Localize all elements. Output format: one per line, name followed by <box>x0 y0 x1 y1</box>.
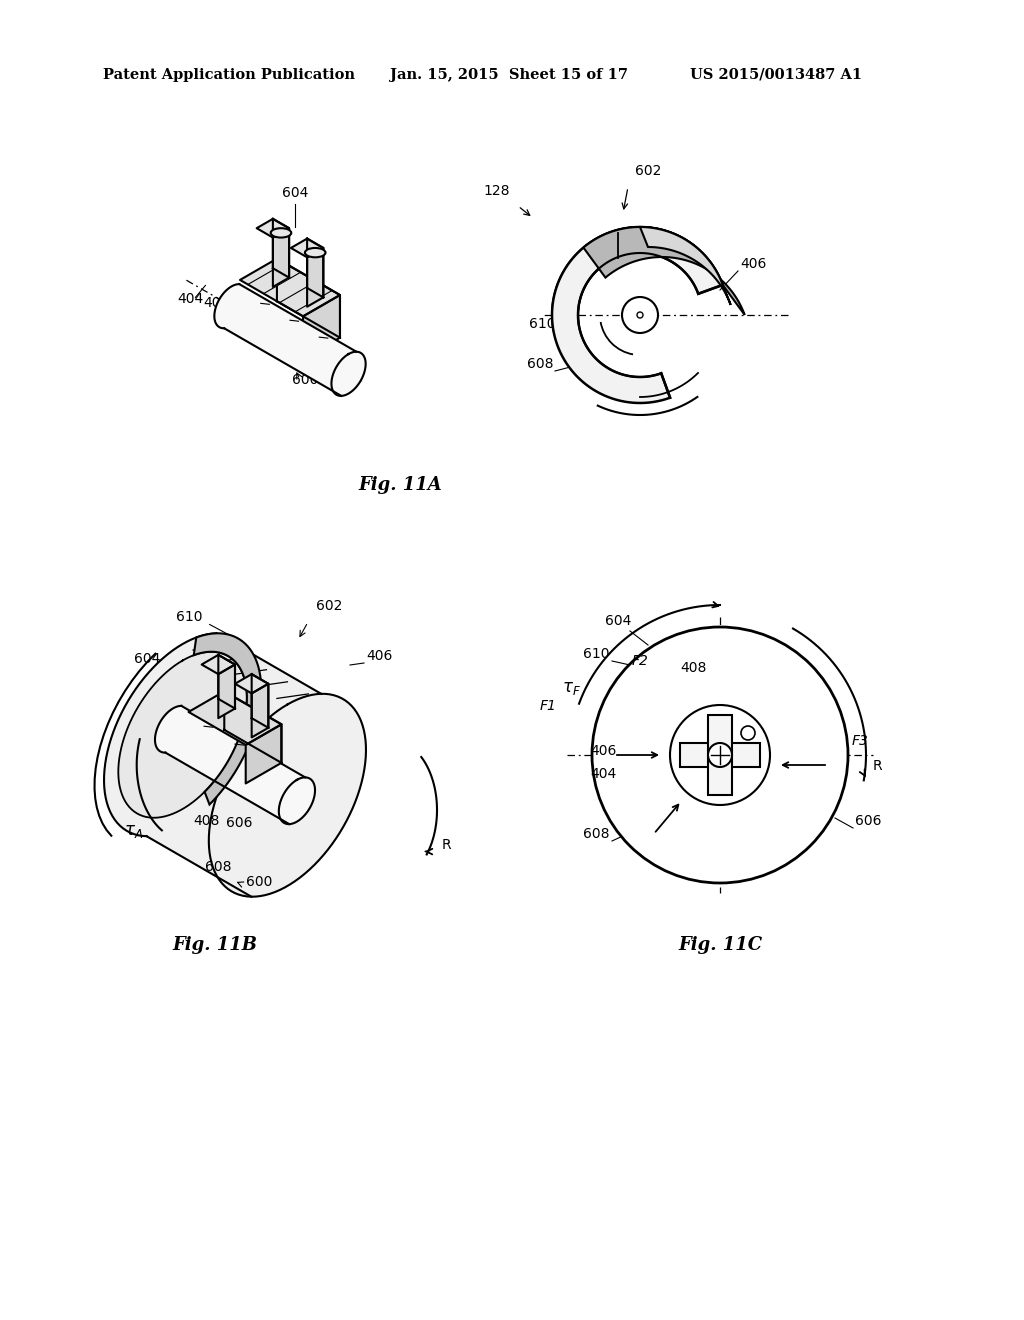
Text: 610: 610 <box>528 317 555 331</box>
Text: F1: F1 <box>540 700 556 713</box>
Polygon shape <box>272 228 289 286</box>
Polygon shape <box>104 634 322 896</box>
Polygon shape <box>276 259 340 338</box>
Circle shape <box>670 705 770 805</box>
Text: 610: 610 <box>584 647 610 661</box>
Circle shape <box>637 312 643 318</box>
Polygon shape <box>552 227 696 330</box>
Polygon shape <box>218 664 234 718</box>
Text: US 2015/0013487 A1: US 2015/0013487 A1 <box>690 69 862 82</box>
Polygon shape <box>246 725 282 784</box>
Text: 600: 600 <box>292 374 318 387</box>
Polygon shape <box>188 692 282 744</box>
Text: 404: 404 <box>177 293 204 306</box>
Polygon shape <box>155 706 305 824</box>
Polygon shape <box>640 227 731 305</box>
Polygon shape <box>257 219 289 238</box>
Polygon shape <box>303 296 340 359</box>
Text: Fig. 11C: Fig. 11C <box>678 936 762 954</box>
Text: 610: 610 <box>176 610 203 624</box>
Polygon shape <box>291 239 324 257</box>
Text: Jan. 15, 2015  Sheet 15 of 17: Jan. 15, 2015 Sheet 15 of 17 <box>390 69 628 82</box>
Text: $\tau_A$: $\tau_A$ <box>124 822 143 841</box>
Text: Fig. 11A: Fig. 11A <box>358 477 442 494</box>
Polygon shape <box>194 634 261 804</box>
Polygon shape <box>202 655 234 675</box>
Ellipse shape <box>270 228 291 238</box>
Polygon shape <box>218 655 234 709</box>
Text: F2: F2 <box>632 653 648 668</box>
Polygon shape <box>214 284 356 396</box>
Text: 404: 404 <box>591 767 617 781</box>
Circle shape <box>741 726 755 741</box>
Text: R: R <box>873 759 883 774</box>
Circle shape <box>708 743 732 767</box>
Text: 406: 406 <box>591 744 617 758</box>
Polygon shape <box>252 675 268 727</box>
Polygon shape <box>224 692 282 763</box>
Text: 408: 408 <box>193 813 219 828</box>
Ellipse shape <box>305 248 326 257</box>
Text: 602: 602 <box>635 164 662 178</box>
Text: 604: 604 <box>282 186 308 201</box>
Text: 408: 408 <box>203 296 229 309</box>
Polygon shape <box>307 239 324 297</box>
Text: 606: 606 <box>226 816 253 830</box>
Text: Fig. 11B: Fig. 11B <box>172 936 257 954</box>
Text: 406: 406 <box>740 257 766 271</box>
Text: $\tau_F$: $\tau_F$ <box>561 678 581 697</box>
Polygon shape <box>708 715 732 795</box>
Text: 408: 408 <box>680 661 707 675</box>
Text: Patent Application Publication: Patent Application Publication <box>103 69 355 82</box>
Polygon shape <box>307 248 324 306</box>
Polygon shape <box>119 652 247 818</box>
Polygon shape <box>240 259 340 317</box>
Text: R: R <box>442 838 452 853</box>
Polygon shape <box>584 227 744 315</box>
Text: 600: 600 <box>246 875 272 888</box>
Polygon shape <box>252 684 268 738</box>
Text: 128: 128 <box>483 183 510 198</box>
Text: 608: 608 <box>584 828 610 841</box>
Text: 606: 606 <box>335 368 361 381</box>
Polygon shape <box>279 777 315 824</box>
Polygon shape <box>552 227 723 403</box>
Circle shape <box>592 627 848 883</box>
Circle shape <box>622 297 658 333</box>
Text: 604: 604 <box>134 652 161 665</box>
Text: 406: 406 <box>366 649 392 663</box>
Text: 404: 404 <box>132 714 159 729</box>
Text: F3: F3 <box>852 734 868 748</box>
Text: 608: 608 <box>205 859 231 874</box>
Polygon shape <box>332 351 366 396</box>
Polygon shape <box>680 743 760 767</box>
Text: 604: 604 <box>605 614 631 628</box>
Text: 608: 608 <box>526 356 553 371</box>
Polygon shape <box>272 219 289 277</box>
Polygon shape <box>234 675 268 693</box>
Text: 606: 606 <box>855 814 882 828</box>
Polygon shape <box>209 694 366 896</box>
Text: 602: 602 <box>316 599 342 612</box>
